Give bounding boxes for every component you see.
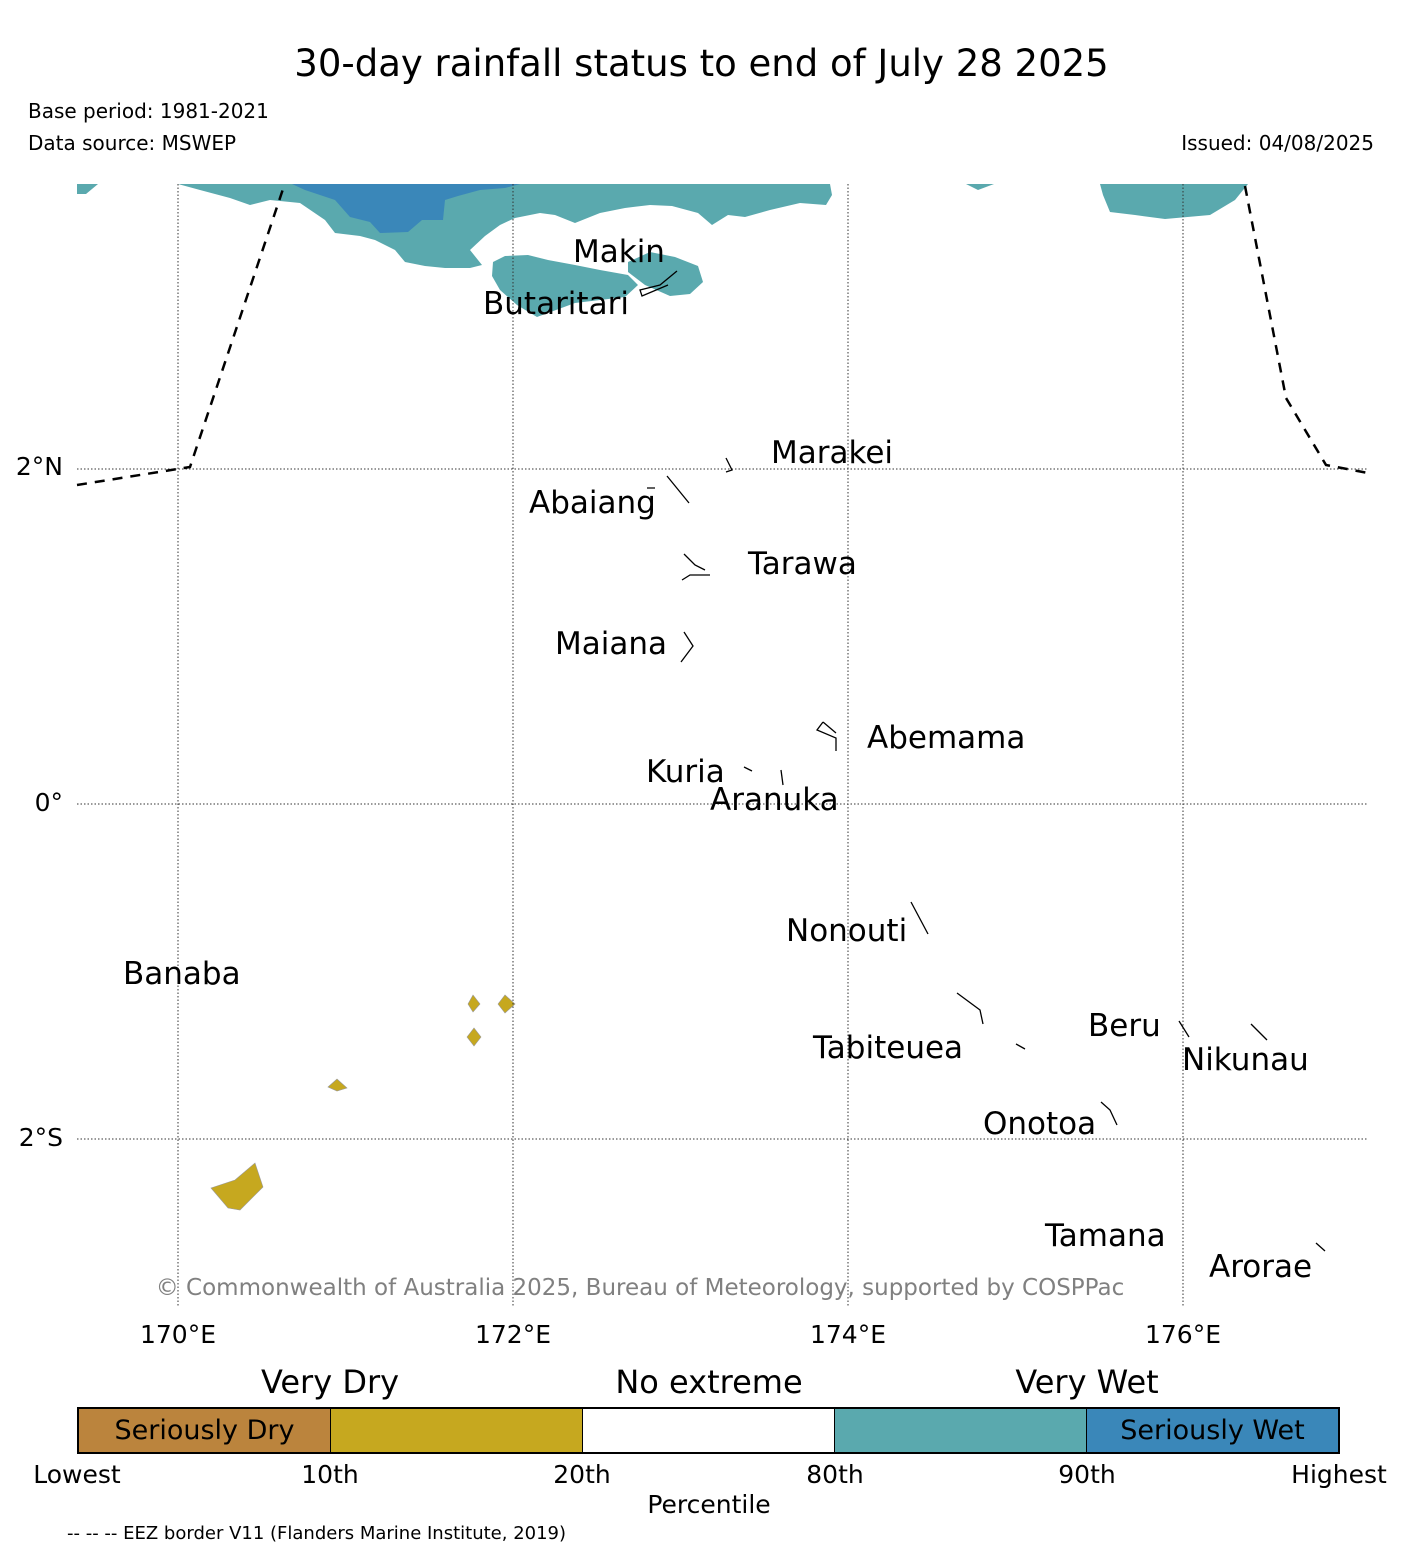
lat-label-2n: 2°N [15, 452, 63, 481]
lon-label-170e: 170°E [139, 1320, 217, 1349]
lon-label-172e: 172°E [474, 1320, 552, 1349]
very-dry-patch-4 [327, 1078, 348, 1092]
legend-segment-label-seriously-dry: Seriously Dry [114, 1415, 295, 1446]
legend-tick-20th: 20th [553, 1460, 611, 1489]
map-title: 30-day rainfall status to end of July 28… [294, 42, 1109, 85]
island-nikunau-outline [1250, 1023, 1268, 1041]
island-beru-outline [1178, 1020, 1190, 1038]
lat-label-2s: 2°S [18, 1123, 63, 1152]
place-label-marakei: Marakei [771, 435, 894, 471]
place-label-nikunau: Nikunau [1182, 1042, 1309, 1078]
legend-tick-10th: 10th [301, 1460, 359, 1489]
seriously-wet-region [292, 184, 520, 233]
eez-border-east [1243, 185, 1369, 475]
legend-segment-seriously-dry: Seriously Dry [79, 1409, 331, 1452]
legend-tick-lowest: Lowest [33, 1460, 121, 1489]
legend-axis-label: Percentile [647, 1490, 771, 1519]
legend-tick-90th: 90th [1058, 1460, 1116, 1489]
legend-colorbar: Seriously Dry Seriously Wet [77, 1407, 1340, 1454]
lon-label-176e: 176°E [1144, 1320, 1222, 1349]
legend-category-very-dry: Very Dry [260, 1363, 400, 1401]
lat-label-0: 0° [34, 788, 63, 817]
legend-category-very-wet: Very Wet [1015, 1363, 1159, 1401]
copyright-notice: © Commonwealth of Australia 2025, Bureau… [155, 1275, 1125, 1301]
place-label-beru: Beru [1088, 1008, 1161, 1044]
place-label-maiana: Maiana [555, 626, 667, 662]
island-nonouti-outline [910, 901, 929, 935]
place-label-arorae: Arorae [1209, 1249, 1313, 1285]
island-makin-outline [639, 270, 678, 297]
island-aranuka-outline [780, 769, 784, 786]
place-label-onotoa: Onotoa [983, 1106, 1097, 1142]
very-wet-region-north [178, 184, 832, 268]
place-label-nonouti: Nonouti [786, 913, 908, 949]
island-maiana-outline [680, 631, 694, 663]
legend-segment-very-wet [835, 1409, 1087, 1452]
data-source: Data source: MSWEP [28, 131, 237, 155]
place-label-butaritari: Butaritari [483, 286, 629, 322]
very-wet-region-makin [628, 252, 703, 296]
legend-segment-very-dry [331, 1409, 583, 1452]
island-abaiang-outline [647, 475, 690, 504]
very-dry-patch-2 [467, 994, 481, 1013]
island-marakei-outline [725, 457, 733, 473]
island-abemama-outline [815, 721, 837, 751]
legend-category-no-extreme: No extreme [615, 1363, 803, 1401]
very-wet-patch-west [77, 184, 98, 194]
very-dry-patch-3 [466, 1027, 482, 1047]
very-dry-patch-1 [497, 994, 516, 1014]
place-label-aranuka: Aranuka [710, 782, 839, 818]
place-label-tarawa: Tarawa [748, 546, 857, 582]
legend-tick-highest: Highest [1291, 1460, 1387, 1489]
island-tarawa-outline [681, 553, 710, 581]
lon-label-174e: 174°E [809, 1320, 887, 1349]
eez-footnote: -- -- -- EEZ border V11 (Flanders Marine… [67, 1523, 567, 1544]
eez-border-west [76, 185, 286, 487]
island-onotoa-outline [1100, 1101, 1118, 1126]
legend-tick-80th: 80th [806, 1460, 864, 1489]
legend-segment-seriously-wet: Seriously Wet [1087, 1409, 1338, 1452]
very-dry-patch-banaba [210, 1162, 264, 1211]
island-arorae-outline [1315, 1242, 1326, 1252]
legend-segment-label-seriously-wet: Seriously Wet [1120, 1415, 1305, 1446]
very-wet-region-northeast [1100, 184, 1248, 219]
place-label-abemama: Abemama [867, 720, 1026, 756]
place-label-banaba: Banaba [123, 956, 241, 992]
island-kuria-outline [743, 766, 753, 772]
very-wet-patch-small [966, 184, 994, 190]
legend-segment-no-extreme [583, 1409, 835, 1452]
place-label-tamana: Tamana [1045, 1218, 1166, 1254]
issued-date: Issued: 04/08/2025 [1181, 131, 1374, 155]
very-wet-region-butaritari [492, 255, 638, 317]
place-label-tabiteuea: Tabiteuea [813, 1030, 964, 1066]
place-label-kuria: Kuria [646, 754, 725, 790]
place-label-abaiang: Abaiang [529, 485, 656, 521]
base-period: Base period: 1981-2021 [28, 99, 269, 123]
island-tabiteuea-outline [956, 992, 1026, 1050]
place-label-makin: Makin [573, 234, 665, 270]
